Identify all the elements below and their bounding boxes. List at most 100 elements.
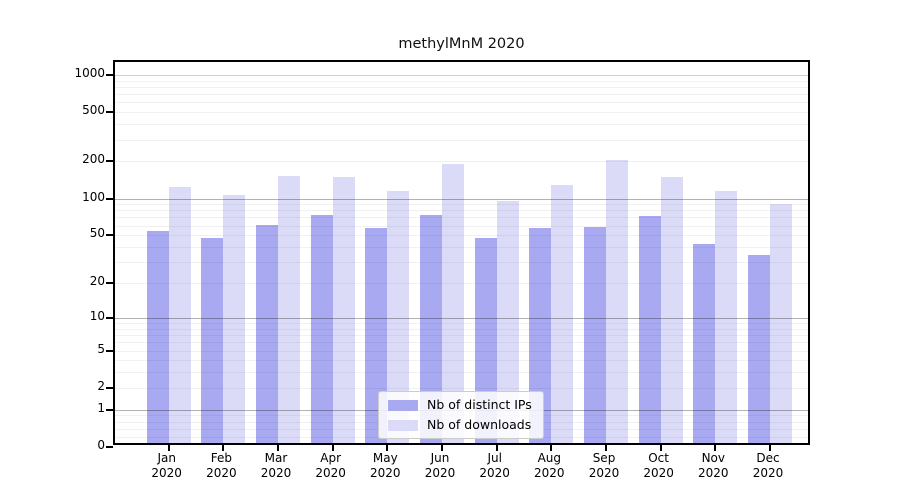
y-tick-label: 1: [97, 400, 105, 415]
bar-ips-apr: [310, 215, 333, 443]
y-tick-label: 500: [82, 103, 105, 118]
y-tick-label: 0: [97, 438, 105, 452]
bar-downloads-oct: [660, 176, 683, 443]
y-tick-label: 2: [97, 378, 105, 393]
gridline: [115, 283, 808, 284]
x-tick-label-may: May 2020: [370, 451, 401, 480]
gridline: [115, 86, 808, 88]
legend-label: Nb of distinct IPs: [427, 397, 532, 412]
x-axis-tick: [714, 445, 717, 451]
bar-ips-sep: [584, 227, 606, 443]
gridline: [115, 350, 808, 352]
gridline: [115, 335, 808, 336]
bar-downloads-dec: [770, 203, 792, 443]
y-tick-label: 200: [82, 152, 105, 167]
plot-area: [106, 60, 810, 451]
bar-ips-mar: [256, 225, 278, 443]
gridline: [115, 74, 808, 76]
bar-ips-oct: [638, 215, 661, 443]
y-tick-label: 20: [89, 274, 105, 288]
bar-downloads-apr: [332, 177, 355, 443]
chart-title: methylMnM 2020: [398, 36, 525, 52]
gridline: [115, 360, 808, 362]
x-tick-label-nov: Nov 2020: [698, 451, 729, 480]
gridline: [115, 124, 808, 126]
x-axis-tick: [769, 445, 771, 451]
gridline: [115, 225, 808, 227]
bar-downloads-jun: [442, 163, 464, 443]
grid-layer: [106, 62, 808, 451]
gridline: [115, 102, 808, 104]
gridline: [115, 161, 808, 163]
gridline: [115, 372, 808, 374]
bar-ips-jan: [146, 231, 169, 443]
bar-downloads-nov: [715, 191, 738, 443]
gridline: [115, 204, 808, 206]
bar-ips-aug: [529, 228, 552, 443]
y-tick-label: 50: [89, 226, 105, 241]
x-tick-label-mar: Mar 2020: [260, 451, 292, 480]
gridline: [115, 235, 808, 237]
legend-label: Nb of downloads: [427, 417, 532, 432]
x-tick-label-sep: Sep 2020: [588, 451, 620, 480]
bar-downloads-mar: [278, 176, 300, 443]
y-tick-label: 100: [82, 189, 105, 204]
gridline: [115, 342, 808, 344]
x-tick-label-oct: Oct 2020: [643, 451, 674, 480]
gridline: [115, 262, 808, 264]
x-axis-tick: [331, 445, 334, 451]
x-axis-tick: [167, 445, 170, 451]
gridline: [115, 247, 808, 248]
legend-item-downloads: Nb of downloads: [388, 418, 534, 432]
y-tick-label: 5: [97, 341, 105, 356]
bar-downloads-may: [387, 190, 410, 443]
y-tick-label: 10: [89, 308, 105, 323]
y-axis-tick: [106, 160, 113, 163]
x-tick-label-jul: Jul 2020: [479, 451, 510, 480]
bar-ips-dec: [748, 254, 770, 443]
downloads-swatch-icon: [388, 419, 418, 431]
x-axis-tick: [386, 445, 389, 451]
x-axis-tick: [605, 445, 607, 451]
y-axis-tick: [106, 316, 113, 319]
gridline: [115, 328, 808, 330]
gridline: [115, 210, 808, 212]
gridline: [115, 317, 808, 319]
x-axis-tick: [222, 445, 225, 451]
x-tick-label-aug: Aug 2020: [534, 451, 565, 480]
x-axis-tick: [550, 445, 553, 451]
legend: Nb of distinct IPs Nb of downloads: [378, 391, 544, 439]
gridline: [115, 112, 808, 114]
y-axis-tick: [106, 386, 113, 389]
gridline: [115, 323, 808, 324]
bar-ips-feb: [201, 238, 224, 443]
bar-downloads-jul: [496, 200, 519, 443]
y-axis-tick: [106, 197, 113, 200]
gridline: [115, 387, 808, 389]
bar-ips-nov: [693, 244, 716, 443]
gridline: [115, 94, 808, 96]
x-tick-label-dec: Dec 2020: [752, 451, 784, 480]
bar-ips-may: [365, 228, 388, 443]
y-axis-tick: [106, 446, 113, 448]
bar-downloads-aug: [551, 185, 574, 443]
bar-downloads-feb: [223, 194, 246, 443]
x-tick-label-jan: Jan 2020: [151, 451, 182, 480]
gridline: [115, 217, 808, 219]
y-axis-tick: [106, 234, 113, 237]
distinct-ips-swatch-icon: [388, 399, 418, 411]
x-axis-tick: [441, 445, 443, 451]
y-axis-tick: [106, 73, 113, 76]
gridline: [115, 80, 808, 82]
legend-item-distinct-ips: Nb of distinct IPs: [388, 398, 534, 412]
x-axis-tick: [659, 445, 662, 451]
x-axis-tick: [277, 445, 279, 451]
x-axis-tick: [495, 445, 498, 451]
y-axis-tick: [106, 282, 113, 284]
gridline: [115, 198, 808, 200]
y-axis-tick: [106, 408, 113, 411]
x-tick-label-jun: Jun 2020: [424, 451, 456, 480]
bar-downloads-sep: [606, 160, 628, 443]
gridline: [115, 139, 808, 141]
